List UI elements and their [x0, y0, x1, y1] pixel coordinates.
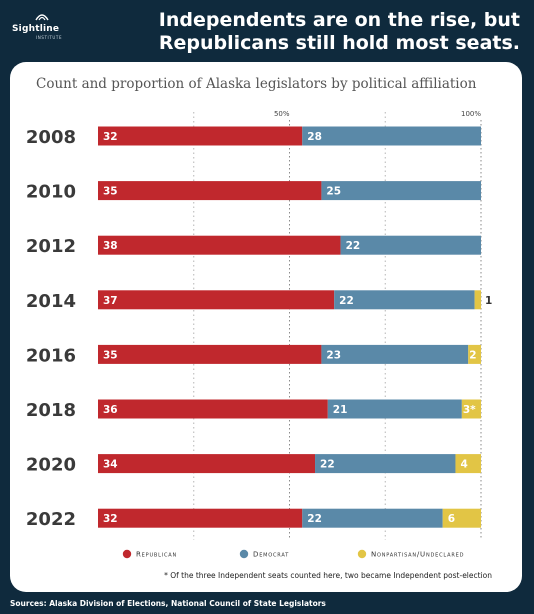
bar-segment-democrat — [315, 454, 456, 474]
sightline-logo-icon — [35, 14, 49, 21]
bar-segment-nonpartisan — [468, 344, 481, 364]
bar-segment-democrat — [334, 290, 475, 310]
bar-segment-democrat — [302, 126, 481, 146]
logo-subtext: INSTITUTE — [36, 35, 63, 40]
year-label: 2014 — [26, 291, 76, 312]
data-label: 28 — [307, 131, 322, 143]
headline: Independents are on the rise, but Republ… — [158, 9, 520, 54]
data-label: 36 — [103, 404, 118, 416]
year-label: 2016 — [26, 345, 76, 366]
data-label: 23 — [326, 349, 341, 361]
bar-segment-republican — [98, 290, 335, 310]
year-label: 2008 — [26, 127, 76, 148]
data-label: 1 — [485, 295, 492, 307]
year-label: 2018 — [26, 400, 76, 421]
data-label: 22 — [320, 459, 335, 471]
legend-swatch — [239, 549, 249, 559]
data-label: 34 — [103, 459, 118, 471]
bar-segment-nonpartisan — [442, 508, 481, 528]
bar-segment-republican — [98, 508, 303, 528]
data-label: 21 — [333, 404, 348, 416]
logo-text: Sightline — [12, 24, 60, 34]
bar-segment-democrat — [340, 235, 481, 255]
bar-segment-republican — [98, 181, 322, 201]
data-label: 2 — [469, 349, 476, 361]
data-label: 22 — [339, 295, 354, 307]
data-label: 6 — [448, 513, 455, 525]
data-label: 22 — [307, 513, 322, 525]
data-label: 37 — [103, 295, 118, 307]
bar-segment-nonpartisan — [474, 290, 481, 310]
bar-segment-democrat — [321, 181, 481, 201]
bar-segment-republican — [98, 235, 341, 255]
legend-label: Republican — [136, 551, 177, 559]
bar-segment-democrat — [327, 399, 462, 419]
reference-label-50: 50% — [274, 110, 290, 118]
sources-note: Sources: Alaska Division of Elections, N… — [10, 599, 326, 608]
data-label: 38 — [103, 240, 118, 252]
year-label: 2022 — [26, 509, 76, 530]
footnote: * Of the three Independent seats counted… — [164, 571, 492, 580]
data-label: 32 — [103, 513, 118, 525]
bar-segment-nonpartisan — [455, 454, 481, 474]
legend-swatch — [357, 549, 367, 559]
data-label: 35 — [103, 349, 118, 361]
bar-segment-republican — [98, 399, 328, 419]
data-label: 22 — [346, 240, 361, 252]
legend-label: Democrat — [253, 551, 289, 559]
bar-segment-nonpartisan — [461, 399, 481, 419]
bar-segment-republican — [98, 454, 316, 474]
sightline-logo: Sightline INSTITUTE — [12, 10, 72, 40]
data-label: 32 — [103, 131, 118, 143]
bar-segment-democrat — [302, 508, 443, 528]
chart-card: Count and proportion of Alaska legislato… — [10, 62, 522, 592]
year-label: 2010 — [26, 182, 76, 203]
bar-segment-republican — [98, 344, 322, 364]
year-label: 2012 — [26, 236, 76, 257]
data-label: 3* — [463, 404, 476, 416]
year-label: 2020 — [26, 455, 76, 476]
reference-label-100: 100% — [461, 110, 481, 118]
chart-subtitle: Count and proportion of Alaska legislato… — [36, 76, 477, 92]
legend-swatch — [122, 549, 132, 559]
bar-segment-republican — [98, 126, 303, 146]
data-label: 35 — [103, 186, 118, 198]
legend-label: Nonpartisan/Undeclared — [371, 551, 464, 559]
data-label: 4 — [460, 459, 467, 471]
data-label: 25 — [326, 186, 341, 198]
bar-segment-democrat — [321, 344, 469, 364]
